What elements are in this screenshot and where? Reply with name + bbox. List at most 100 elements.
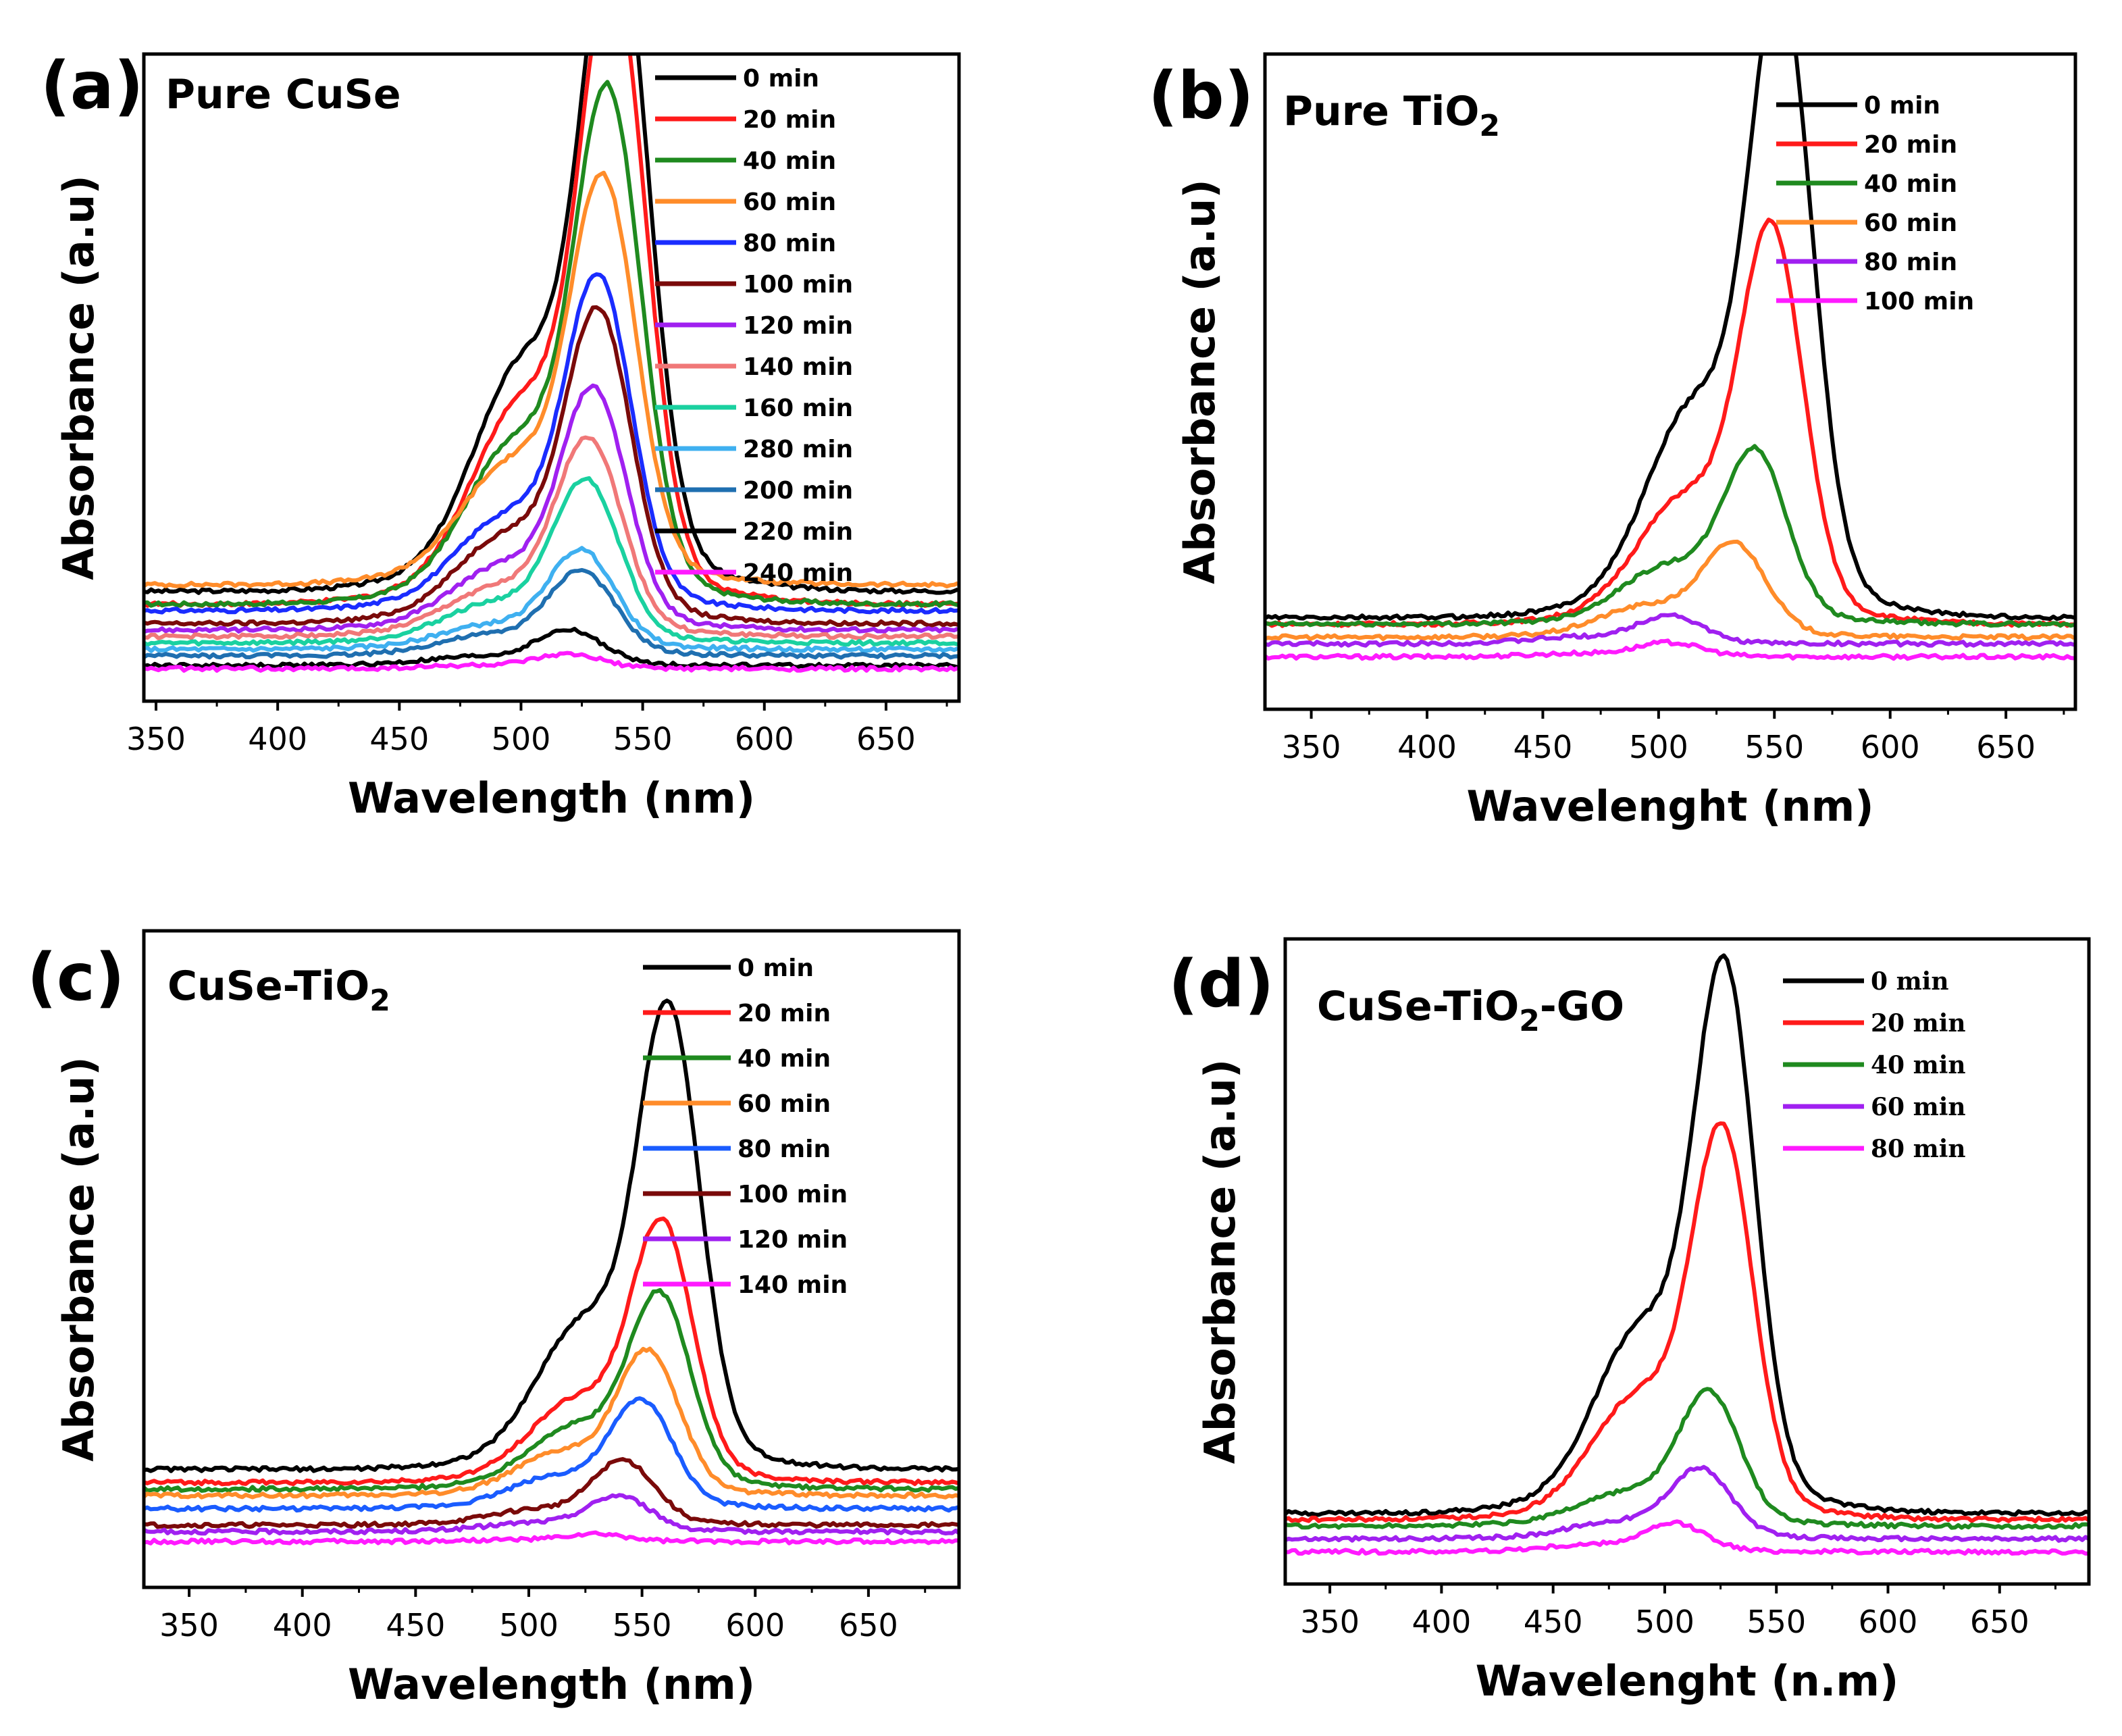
legend-entry: 100 min — [737, 1181, 848, 1208]
legend-entry: 20 min — [1871, 1009, 1966, 1038]
legend-entry: 120 min — [743, 312, 853, 340]
legend-entry: 80 min — [1864, 249, 1957, 276]
x-tick-label: 400 — [273, 1607, 332, 1643]
series-line-60-min — [144, 170, 959, 589]
legend-entry: 20 min — [737, 1000, 831, 1027]
series-group — [144, 54, 959, 673]
y-axis-label: Absorbance (a.u) — [54, 175, 103, 580]
series-line-40-min — [1265, 444, 2075, 628]
x-tick-label: 350 — [1282, 729, 1341, 765]
series-line-80-min — [1265, 612, 2075, 648]
legend-entry: 40 min — [1871, 1051, 1966, 1079]
panel-title: Pure CuSe — [165, 71, 401, 118]
legend: 0 min 20 min 40 min 60 min 80 min 100 min — [1776, 92, 1974, 315]
series-line-0-min — [144, 54, 959, 595]
legend-entry: 140 min — [743, 353, 853, 381]
x-tick-label: 600 — [725, 1607, 785, 1643]
series-line-100-min — [1265, 638, 2075, 661]
series-line-100-min — [144, 305, 959, 628]
chart-panel-c: 350 400 450 500 550 600 650 Wavelength (nm) Abso… — [27, 929, 961, 1709]
series-line-200-min — [144, 567, 958, 660]
legend-entry: 80 min — [737, 1135, 831, 1163]
series-line-280-min — [144, 546, 959, 654]
x-tick-label: 450 — [1513, 729, 1573, 765]
chart-panel-b: 350 400 450 500 550 600 650 Wavelenght (nm) Abso… — [1148, 52, 2077, 831]
legend-entry: 120 min — [737, 1226, 848, 1254]
x-tick-label: 650 — [1970, 1604, 2029, 1640]
legend-entry: 0 min — [743, 65, 819, 93]
legend-entry: 40 min — [1864, 170, 1957, 198]
x-axis-label: Wavelength (nm) — [348, 773, 755, 823]
legend-entry: 140 min — [737, 1271, 848, 1299]
x-tick-label: 550 — [613, 1607, 672, 1643]
x-tick-label: 650 — [839, 1607, 898, 1643]
legend-entry: 20 min — [743, 106, 836, 134]
legend-entry: 100 min — [1864, 288, 1974, 315]
legend-entry: 280 min — [743, 436, 853, 463]
series-group — [1265, 54, 2075, 661]
y-axis-label: Absorbance (a.u) — [1175, 179, 1224, 584]
series-line-240-min — [144, 650, 959, 673]
panel-label: (c) — [27, 940, 125, 1015]
x-axis-label: Wavelenght (nm) — [1466, 782, 1873, 831]
legend: 0 min 20 min 40 min 60 min 80 min — [1783, 967, 1966, 1163]
legend-entry: 20 min — [1864, 131, 1957, 159]
chart-panel-a: 350 400 450 500 550 600 650 Wavelength (nm) Abso… — [41, 48, 961, 823]
panel-label: (a) — [41, 48, 144, 124]
plot-frame — [1283, 937, 2091, 1586]
legend-entry: 0 min — [1871, 967, 1949, 996]
x-axis-label: Wavelength (nm) — [348, 1660, 755, 1709]
legend: 0 min 20 min 40 min 60 min 80 min 100 min 120 … — [643, 954, 848, 1299]
x-axis-label: Wavelenght (n.m) — [1476, 1656, 1899, 1706]
legend-entry: 80 min — [1871, 1135, 1966, 1163]
legend-entry: 80 min — [743, 230, 836, 257]
legend-entry: 240 min — [743, 559, 853, 587]
x-tick-label: 450 — [369, 721, 429, 757]
series-line-20-min — [144, 1217, 959, 1487]
plot-frame — [1263, 52, 2077, 711]
y-axis-label: Absorbance (a.u) — [1195, 1059, 1245, 1464]
series-line-140-min — [144, 435, 958, 640]
x-tick-label: 450 — [1524, 1604, 1583, 1640]
series-line-40-min — [144, 80, 959, 608]
series-line-140-min — [144, 1530, 959, 1546]
legend-entry: 40 min — [743, 147, 836, 175]
series-line-60-min — [1285, 1464, 2089, 1543]
x-tick-label: 400 — [1412, 1604, 1471, 1640]
series-line-80-min — [144, 272, 958, 615]
series-line-0-min — [144, 998, 959, 1473]
y-axis-label: Absorbance (a.u) — [54, 1056, 103, 1461]
legend-entry: 0 min — [737, 954, 814, 982]
x-tick-label: 550 — [613, 721, 673, 757]
legend-entry: 100 min — [743, 271, 853, 299]
series-line-40-min — [1285, 1387, 2089, 1530]
x-tick-label: 550 — [1744, 729, 1804, 765]
x-tick-label: 600 — [1859, 1604, 1918, 1640]
x-tick-label: 500 — [1635, 1604, 1694, 1640]
series-line-0-min — [1285, 953, 2089, 1517]
legend-entry: 160 min — [743, 394, 853, 422]
x-tick-label: 400 — [1397, 729, 1457, 765]
series-line-80-min — [144, 1396, 959, 1513]
panel-title: Pure TiO2 — [1283, 88, 1500, 143]
legend-entry: 0 min — [1864, 92, 1940, 120]
x-tick-label: 600 — [1861, 729, 1920, 765]
x-tick-label: 500 — [1629, 729, 1688, 765]
legend-entry: 60 min — [1871, 1093, 1966, 1121]
x-tick-label: 450 — [386, 1607, 445, 1643]
series-line-60-min — [144, 1346, 959, 1500]
series-line-20-min — [1285, 1121, 2089, 1524]
series-group — [1285, 953, 2089, 1556]
series-line-100-min — [144, 1457, 959, 1529]
legend-entry: 60 min — [737, 1090, 831, 1118]
legend: 0 min 20 min 40 min 60 min 80 min 100 min 120 … — [655, 65, 853, 587]
panel-label: (b) — [1148, 58, 1253, 134]
panel-title: CuSe-TiO2 — [167, 963, 390, 1018]
legend-entry: 40 min — [737, 1045, 831, 1073]
series-line-0-min — [1265, 54, 2075, 621]
series-line-40-min — [144, 1287, 959, 1493]
legend-entry: 60 min — [743, 188, 836, 216]
series-line-120-min — [144, 1493, 959, 1536]
legend-entry: 200 min — [743, 477, 853, 505]
